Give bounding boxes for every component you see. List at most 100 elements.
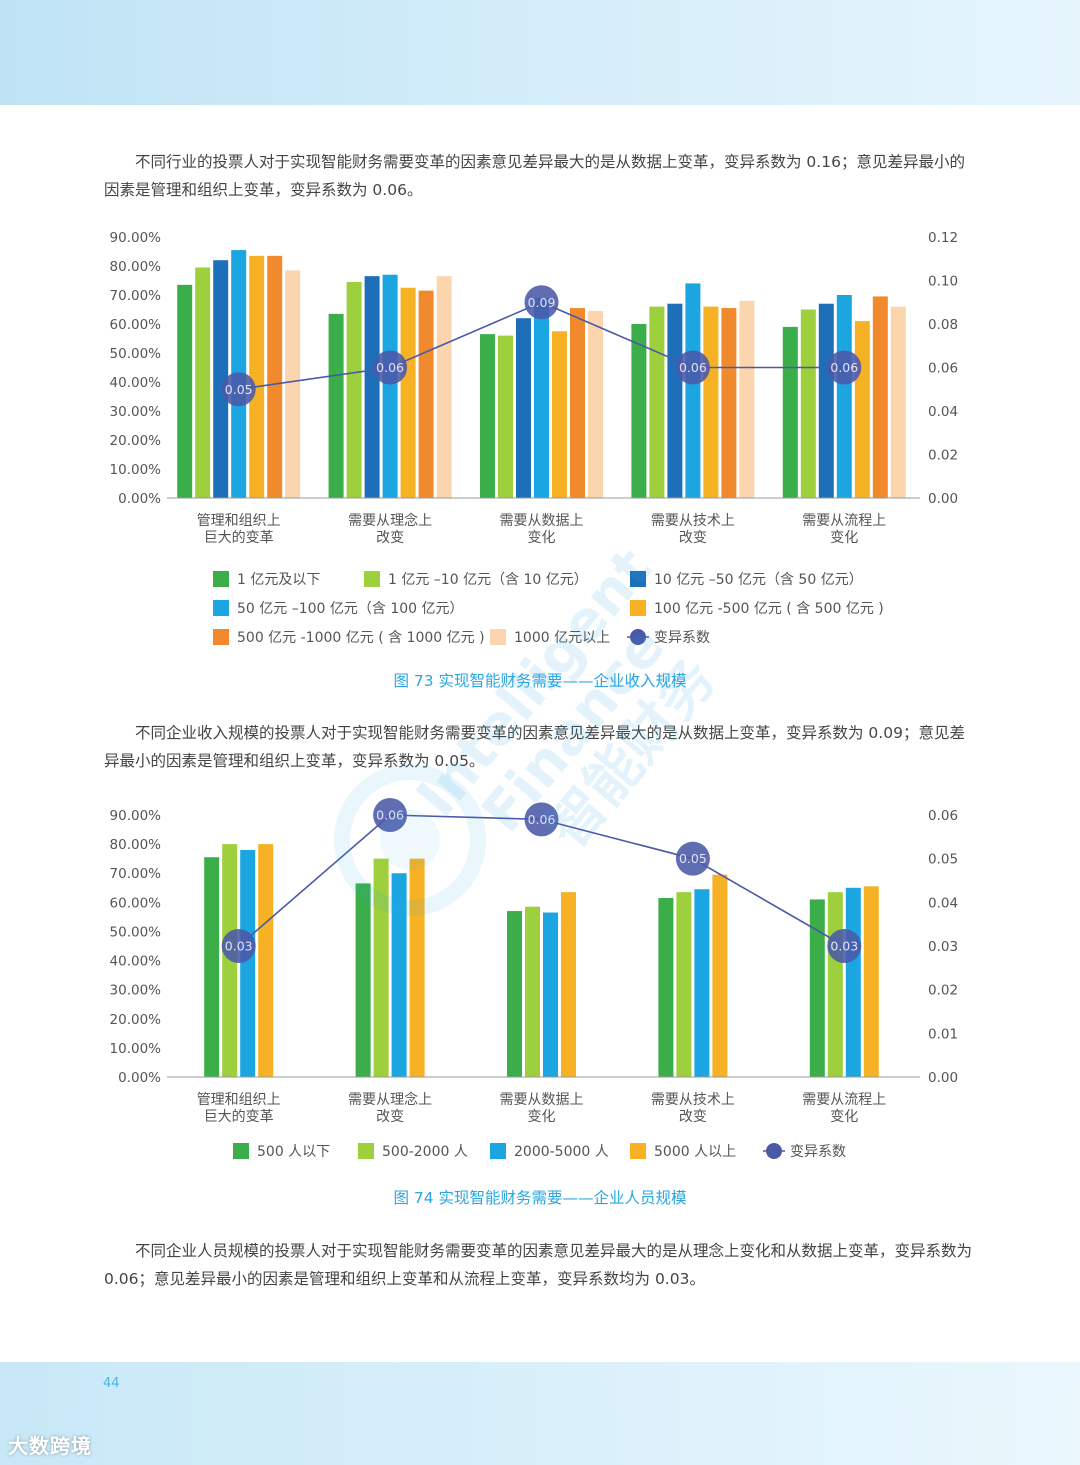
bar: [328, 313, 344, 498]
bar: [222, 844, 238, 1077]
y-left-tick-label: 70.00%: [110, 288, 162, 304]
legend-label: 500 亿元 -1000 亿元 ( 含 1000 亿元 ): [237, 630, 485, 646]
y-left-tick-label: 20.00%: [110, 1012, 162, 1028]
bar: [400, 287, 416, 498]
bar: [436, 276, 452, 498]
legend-swatch: [213, 629, 229, 645]
y-left-tick-label: 70.00%: [110, 866, 162, 882]
legend-swatch: [213, 600, 229, 616]
legend-swatch: [630, 600, 646, 616]
x-category-label: 需要从技术上: [651, 513, 735, 529]
bar: [712, 874, 728, 1077]
line-point: [524, 802, 559, 837]
legend-swatch: [630, 571, 646, 587]
bar: [703, 306, 719, 498]
bar: [543, 912, 558, 1077]
x-category-label: 改变: [679, 1109, 707, 1125]
x-category-label: 巨大的变革: [204, 1109, 274, 1125]
y-left-tick-label: 40.00%: [110, 954, 162, 970]
y-left-tick-label: 10.00%: [110, 462, 162, 478]
y-left-tick-label: 30.00%: [110, 404, 162, 420]
bar: [854, 321, 870, 498]
legend-swatch: [490, 629, 506, 645]
legend-swatch: [358, 1143, 374, 1159]
paragraph-3: 不同企业人员规模的投票人对于实现智能财务需要变革的因素意见差异最大的是从理念上变…: [104, 1242, 973, 1288]
legend-label: 500 人以下: [257, 1144, 330, 1160]
x-category-label: 改变: [376, 1109, 404, 1125]
y-left-tick-label: 20.00%: [110, 433, 162, 449]
y-right-tick-label: 0.01: [928, 1026, 958, 1042]
y-right-tick-label: 0.00: [928, 1070, 958, 1086]
y-right-tick-label: 0.03: [928, 939, 958, 955]
bar: [285, 270, 301, 498]
bar: [249, 255, 265, 498]
bar: [418, 290, 434, 498]
line-point: [675, 841, 710, 876]
chart-revenue-scale: 0.00% 10.00% 20.00% 30.00% 40.00% 50.00% 60.00…: [110, 230, 959, 646]
line-point: [221, 372, 256, 407]
x-category-label: 需要从流程上: [802, 1092, 886, 1108]
legend-label: 1 亿元 –10 亿元（含 10 亿元）: [388, 572, 588, 588]
data-label: 0.05: [225, 382, 253, 397]
x-category-label: 需要从技术上: [651, 1092, 735, 1108]
y-left-tick-label: 80.00%: [110, 837, 162, 853]
legend-label: 100 亿元 -500 亿元 ( 含 500 亿元 ): [654, 601, 884, 617]
legend-label: 1 亿元及以下: [237, 572, 320, 588]
x-category-label: 需要从数据上: [500, 1092, 584, 1108]
legend-marker: [630, 629, 646, 645]
bar: [498, 335, 513, 498]
bar: [827, 892, 843, 1077]
brand-logo: 大数跨境: [8, 1434, 92, 1458]
data-label: 0.03: [830, 939, 858, 954]
data-label: 0.03: [225, 939, 253, 954]
bar: [863, 886, 879, 1077]
data-label: 0.09: [528, 295, 556, 310]
bar: [561, 892, 576, 1077]
bar: [739, 300, 755, 498]
footer-band: [0, 1362, 1080, 1465]
data-label: 0.06: [376, 808, 404, 823]
bar: [525, 906, 540, 1077]
data-label: 0.05: [679, 851, 707, 866]
legend-label: 500-2000 人: [382, 1144, 468, 1160]
bar: [177, 284, 193, 498]
legend-label: 2000-5000 人: [514, 1144, 609, 1160]
bar: [364, 276, 380, 498]
legend-swatch: [630, 1143, 646, 1159]
y-left-tick-label: 50.00%: [110, 924, 162, 940]
x-category-label: 管理和组织上: [197, 513, 281, 529]
y-left-tick-label: 60.00%: [110, 895, 162, 911]
figure-74-caption: 图 74 实现智能财务需要——企业人员规模: [393, 1189, 687, 1207]
bar: [355, 883, 371, 1077]
bar: [346, 281, 362, 498]
data-label: 0.06: [528, 812, 556, 827]
legend-swatch: [233, 1143, 249, 1159]
y-right-tick-label: 0.06: [928, 361, 958, 377]
x-category-label: 变化: [830, 530, 858, 546]
bar: [267, 255, 283, 498]
y-left-tick-label: 90.00%: [110, 808, 162, 824]
legend-swatch: [490, 1143, 506, 1159]
bar: [845, 887, 861, 1077]
bar: [721, 308, 737, 498]
x-category-label: 变化: [830, 1109, 858, 1125]
bar: [507, 911, 522, 1077]
bar: [391, 873, 407, 1077]
bar: [649, 306, 665, 498]
x-category-label: 巨大的变革: [204, 530, 274, 546]
x-category-label: 管理和组织上: [197, 1092, 281, 1108]
chart-employee-scale: 0.00% 10.00% 20.00% 30.00% 40.00% 50.00% 60.00…: [110, 798, 958, 1160]
line-point: [524, 285, 559, 320]
y-left-tick-label: 50.00%: [110, 346, 162, 362]
y-left-tick-label: 10.00%: [110, 1041, 162, 1057]
legend-label: 变异系数: [654, 630, 710, 646]
line-point: [373, 798, 408, 832]
bar: [685, 283, 701, 498]
y-right-tick-label: 0.04: [928, 895, 958, 911]
bar: [258, 844, 274, 1077]
y-right-tick-label: 0.02: [928, 448, 958, 464]
y-right-tick-label: 0.12: [928, 230, 958, 246]
legend-label: 5000 人以上: [654, 1144, 736, 1160]
x-category-label: 需要从数据上: [500, 513, 584, 529]
legend-swatch: [213, 571, 229, 587]
